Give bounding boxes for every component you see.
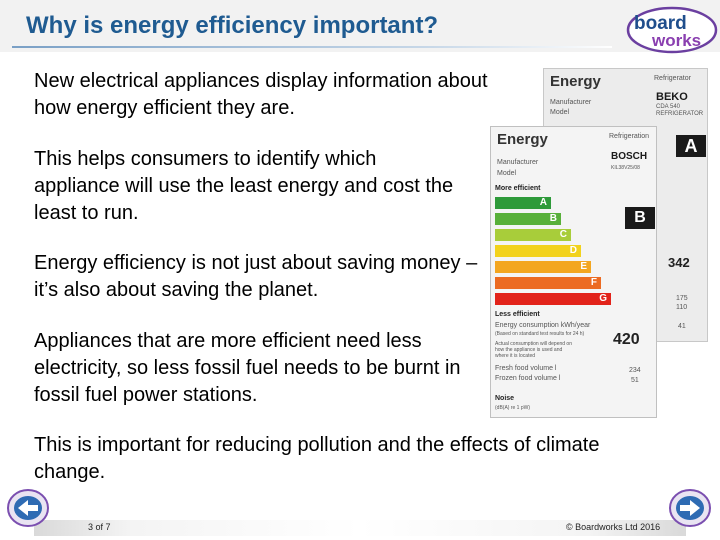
boardworks-logo: board works <box>626 6 718 54</box>
footer-bar <box>34 520 686 536</box>
label-fresh-volume: 175 <box>676 295 688 302</box>
label-manufacturer: Manufacturer <box>497 159 539 166</box>
logo-text-works: works <box>651 31 701 50</box>
paragraph-intro: New electrical appliances display inform… <box>34 70 488 119</box>
efficiency-bar-c: C <box>495 229 571 241</box>
noise-unit: (dB(A) re 1 pW) <box>495 405 531 411</box>
efficiency-bar-g: G <box>495 293 611 305</box>
label-appliance: REFRIGERATOR <box>656 111 704 117</box>
efficiency-bar-b: B <box>495 213 561 225</box>
label-frozen-volume: 110 <box>676 304 688 311</box>
label-fresh-volume: 234 <box>629 367 641 374</box>
label-category: Refrigerator <box>654 75 691 82</box>
label-title: Energy <box>550 73 601 90</box>
next-button[interactable] <box>668 488 712 528</box>
previous-button[interactable] <box>6 488 50 528</box>
rating-badge: B <box>625 207 655 229</box>
label-noise: 41 <box>678 323 686 330</box>
label-category: Refrigeration <box>609 133 650 140</box>
label-brand: BEKO <box>656 91 688 103</box>
arrow-left-icon <box>7 489 49 527</box>
page-title: Why is energy efficiency important? <box>26 12 439 39</box>
title-bar <box>0 0 720 52</box>
noise-label: Noise <box>495 395 515 402</box>
efficiency-bar-a: A <box>495 197 551 209</box>
label-model: Model <box>550 109 570 116</box>
label-model-code: CDA 540 <box>656 104 681 110</box>
arrow-right-icon <box>669 489 711 527</box>
label-model-code: KIL38V25/08 <box>611 165 640 171</box>
label-model: Model <box>497 170 517 177</box>
consumption-label: Energy consumption kWh/year <box>495 322 591 329</box>
more-efficient-label: More efficient <box>495 185 541 192</box>
frozen-food-label: Frozen food volume l <box>495 375 561 382</box>
label-brand: BOSCH <box>611 151 648 162</box>
paragraph-consumers: This helps consumers to identify which a… <box>34 148 454 224</box>
energy-label-bosch: Energy Refrigeration Manufacturer Model … <box>490 126 657 418</box>
rating-badge: A <box>676 135 706 157</box>
less-efficient-label: Less efficient <box>495 311 540 318</box>
paragraph-pollution: This is important for reducing pollution… <box>34 434 600 483</box>
paragraph-fossil-fuel: Appliances that are more efficient need … <box>34 330 461 406</box>
title-underline <box>12 46 612 48</box>
page-number: 3 of 7 <box>88 522 111 532</box>
label-consumption: 420 <box>613 331 640 348</box>
copyright: © Boardworks Ltd 2016 <box>566 522 661 532</box>
efficiency-bar-e: E <box>495 261 591 273</box>
logo-text-board: board <box>634 13 687 34</box>
usage-note: Actual consumption will depend on how th… <box>495 341 572 359</box>
efficiency-bar-f: F <box>495 277 601 289</box>
consumption-note: (Based on standard test results for 24 h… <box>495 331 585 337</box>
label-consumption: 342 <box>668 255 690 270</box>
label-frozen-volume: 51 <box>631 377 639 384</box>
label-manufacturer: Manufacturer <box>550 99 592 106</box>
fresh-food-label: Fresh food volume l <box>495 365 557 372</box>
label-title: Energy <box>497 131 548 148</box>
paragraph-planet: Energy efficiency is not just about savi… <box>34 252 478 301</box>
efficiency-bar-d: D <box>495 245 581 257</box>
